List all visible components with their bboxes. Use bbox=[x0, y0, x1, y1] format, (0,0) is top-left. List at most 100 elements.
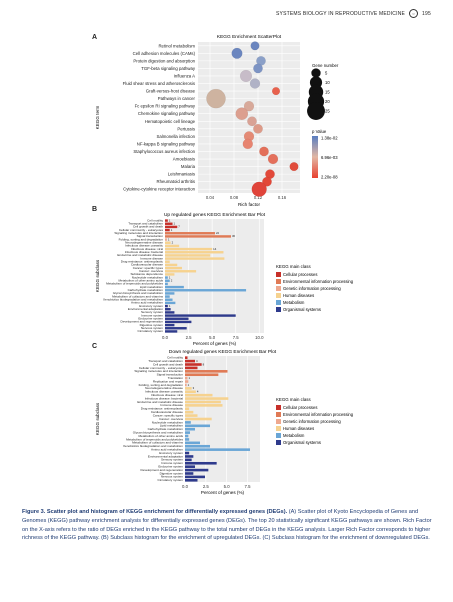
bar-data-label: 4 bbox=[196, 359, 198, 363]
bar bbox=[165, 330, 178, 333]
chart-a-point bbox=[259, 146, 269, 157]
chart-a-term-label: Salmonella infection bbox=[157, 134, 196, 139]
bar-category-label: Neurodegenerative disease bbox=[145, 386, 183, 390]
bar bbox=[185, 383, 187, 387]
bar-category-label: Cardiovascular disease bbox=[131, 263, 163, 267]
bar-chart-xtick-label: 5.0 bbox=[209, 335, 216, 340]
bar-category-label: Folding, sorting and degradation bbox=[119, 237, 164, 241]
bar bbox=[165, 228, 170, 232]
bar-legend-label: Cellular processes bbox=[283, 272, 317, 277]
bar bbox=[185, 373, 219, 377]
bar-data-label: 22 bbox=[216, 231, 220, 235]
bar-category-label: Digestive system bbox=[160, 471, 184, 475]
bar-legend-label: Organismal systems bbox=[283, 440, 321, 445]
bar bbox=[185, 356, 188, 359]
bar bbox=[185, 472, 194, 475]
bar-category-label: Cellular community - eukaryotes bbox=[119, 228, 164, 232]
bar bbox=[185, 427, 195, 431]
bar-data-label: 1 bbox=[189, 376, 191, 380]
bar-category-label: Xenobiotics biodegradation and metabolis… bbox=[103, 298, 163, 302]
bar-category-label: Cell motility bbox=[167, 356, 183, 360]
chart-a-xtick-label: 0.08 bbox=[230, 195, 239, 200]
figure-caption: Figure 3. Scatter plot and histogram of … bbox=[22, 508, 434, 543]
journal-logo-icon: ○ bbox=[409, 9, 419, 18]
bar bbox=[165, 219, 168, 222]
bar-category-label: Excretory system bbox=[139, 304, 163, 308]
caption-body: (A) Scatter plot of Kyoto Encyclopedia o… bbox=[22, 509, 432, 542]
bar bbox=[185, 407, 190, 411]
chart-a-color-legend-title: p Value bbox=[312, 129, 327, 134]
chart-a-point bbox=[249, 78, 261, 89]
bar bbox=[165, 276, 168, 279]
bar-category-label: Cancer: overview bbox=[159, 417, 184, 421]
bar-category-label: Infectious disease: bacterial bbox=[145, 396, 183, 400]
bar bbox=[185, 438, 190, 441]
bar bbox=[165, 301, 176, 305]
bar bbox=[165, 308, 171, 311]
bar-category-label: Endocrine system bbox=[138, 317, 163, 321]
bar-category-label: Circulatory system bbox=[158, 478, 184, 482]
bar-category-label: Digestive system bbox=[140, 323, 164, 327]
bar-data-label: 2 bbox=[172, 241, 174, 245]
bar-chart-title: Down regulated genes KEGG Enrichment Bar… bbox=[169, 349, 277, 355]
bar-legend-swatch bbox=[276, 440, 281, 445]
bar bbox=[185, 468, 209, 472]
bar-category-label: Endocrine and metabolic disease bbox=[117, 253, 163, 257]
bar bbox=[185, 421, 191, 424]
bar-legend-swatch bbox=[276, 272, 281, 277]
bar-category-label: Substance dependence bbox=[130, 272, 163, 276]
bar-category-label: Signal transduction bbox=[137, 234, 164, 238]
bar bbox=[165, 295, 170, 298]
bar bbox=[165, 279, 170, 282]
bar-legend-label: Environmental information processing bbox=[283, 412, 354, 417]
bar bbox=[165, 266, 182, 270]
bar-legend-label: Genetic information processing bbox=[283, 286, 341, 291]
chart-a-color-legend-label: 6.96e-03 bbox=[321, 155, 338, 160]
bar-category-label: Metabolism of cofactors and vitamins bbox=[112, 294, 163, 298]
bar-chart-xtick-label: 10.0 bbox=[255, 335, 264, 340]
bar-legend-swatch bbox=[276, 279, 281, 284]
chart-a-term-label: Amoebiasis bbox=[173, 157, 195, 162]
bar-category-label: Nervous system bbox=[141, 326, 164, 330]
bar-category-label: Cardiovascular disease bbox=[151, 410, 183, 414]
bar-chart-xtick-label: 7.5 bbox=[245, 484, 252, 489]
bar-category-label: Carbohydrate metabolism bbox=[148, 427, 184, 431]
bar-data-label: 3 bbox=[193, 386, 195, 390]
bar bbox=[185, 363, 202, 366]
bar bbox=[165, 254, 211, 257]
bar-data-label: 2 bbox=[171, 279, 173, 283]
bar-category-label: Sensory system bbox=[141, 310, 163, 314]
bar bbox=[165, 292, 175, 295]
chart-a-term-label: Rheumatoid arthritis bbox=[157, 179, 195, 184]
bar bbox=[165, 289, 247, 292]
bar-legend-label: Metabolism bbox=[283, 433, 305, 438]
bar-category-label: Immune system bbox=[161, 461, 183, 465]
bar-chart-xtick-label: 2.5 bbox=[186, 335, 193, 340]
bar bbox=[165, 222, 173, 225]
bar-category-label: Signaling molecules and interaction bbox=[114, 231, 163, 235]
bar-category-label: Endocrine system bbox=[158, 465, 183, 469]
bar-category-label: Metabolism of cofactors and vitamins bbox=[132, 441, 183, 445]
bar-category-label: Nucleotide metabolism bbox=[152, 420, 184, 424]
bar-chart-xtick-label: 2.5 bbox=[203, 484, 210, 489]
chart-a-title: KEGG Enrichment ScatterPlot bbox=[217, 34, 282, 40]
bar-legend-swatch bbox=[276, 426, 281, 431]
bar-category-label: Metabolism of other amino acids bbox=[118, 279, 163, 283]
chart-a-term-label: Protein digestion and absorption bbox=[133, 58, 195, 63]
bar-category-label: Infectious disease: viral bbox=[131, 247, 163, 251]
bar-legend-swatch bbox=[276, 412, 281, 417]
bar-legend-label: Genetic information processing bbox=[283, 419, 341, 424]
bar-chart-xtick-label: 0.0 bbox=[162, 335, 169, 340]
bar-category-label: Glycan biosynthesis and metabolism bbox=[113, 291, 164, 295]
bar-category-label: Xenobiotics biodegradation and metabolis… bbox=[123, 444, 183, 448]
panel-c-letter: C bbox=[92, 343, 98, 350]
bar bbox=[185, 465, 195, 468]
bar bbox=[185, 458, 192, 462]
bar-legend-swatch bbox=[276, 286, 281, 291]
chart-a-term-label: Cytokine-cytokine receptor interaction bbox=[123, 187, 195, 192]
panel-b-letter: B bbox=[92, 206, 98, 213]
bar-category-label: Cell motility bbox=[147, 218, 163, 222]
bar bbox=[185, 455, 194, 458]
bar-category-label: Infectious disease: viral bbox=[151, 393, 183, 397]
bar-category-label: Metabolism of terpenoids and polyketides bbox=[126, 437, 183, 441]
